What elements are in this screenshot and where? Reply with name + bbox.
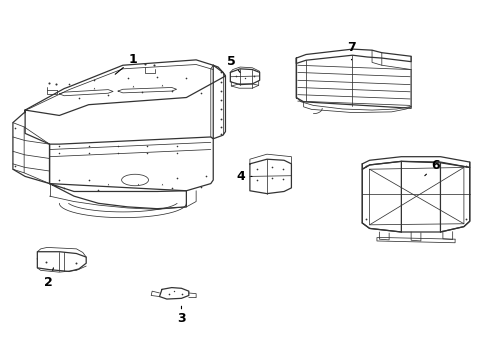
Text: 2: 2 <box>44 268 53 289</box>
Text: 5: 5 <box>227 55 240 72</box>
Text: 7: 7 <box>347 41 356 60</box>
Text: 3: 3 <box>177 306 186 325</box>
Text: 6: 6 <box>425 159 440 176</box>
Text: 1: 1 <box>115 53 137 74</box>
Text: 4: 4 <box>237 170 252 183</box>
